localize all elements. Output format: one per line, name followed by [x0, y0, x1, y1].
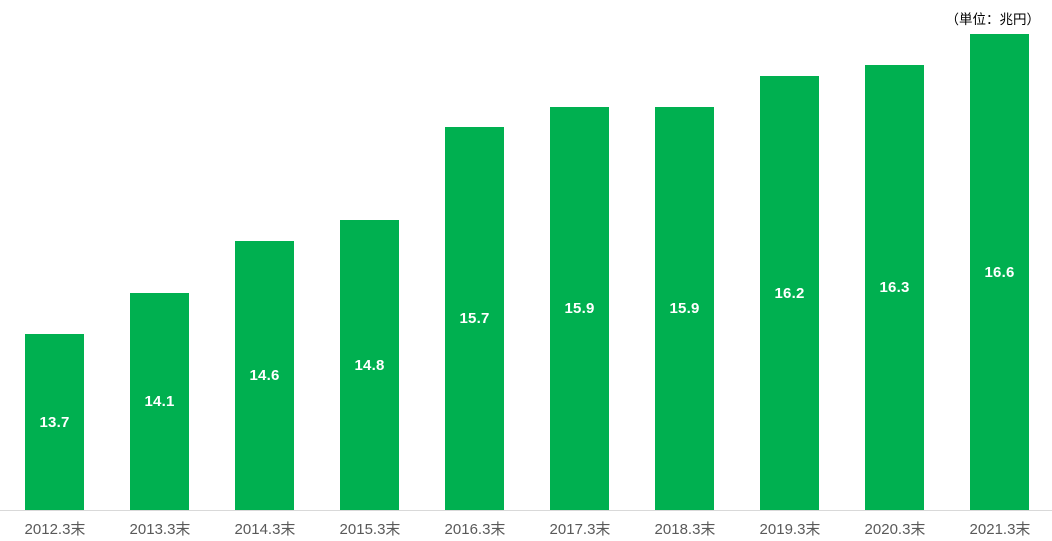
- bar: 16.6: [970, 34, 1029, 510]
- x-axis-tick-label: 2014.3末: [234, 521, 296, 538]
- bar: 14.1: [130, 293, 189, 510]
- x-axis-tick-label: 2021.3末: [969, 521, 1031, 538]
- bar: 15.7: [445, 127, 504, 510]
- x-axis-tick-label: 2017.3末: [549, 521, 611, 538]
- bar-value-label: 16.3: [879, 279, 910, 296]
- bar-value-label: 13.7: [39, 413, 70, 431]
- bar: 16.3: [865, 65, 924, 510]
- bar: 14.8: [340, 220, 399, 510]
- x-axis-tick-label: 2012.3末: [24, 521, 86, 538]
- bar-value-label: 14.8: [354, 356, 385, 374]
- bar-value-label: 15.9: [669, 300, 700, 317]
- bar: 15.9: [550, 107, 609, 510]
- x-axis-tick-label: 2018.3末: [654, 521, 716, 538]
- bar: 15.9: [655, 107, 714, 510]
- x-axis-tick-label: 2015.3末: [339, 521, 401, 538]
- bar: 14.6: [235, 241, 294, 510]
- x-axis-tick-label: 2020.3末: [864, 521, 926, 538]
- bar-value-label: 14.1: [144, 393, 175, 410]
- bar-value-label: 16.6: [984, 263, 1015, 281]
- bar-value-label: 14.6: [249, 367, 280, 384]
- bar: 13.7: [25, 334, 84, 510]
- bar-value-label: 15.9: [564, 300, 595, 317]
- bar-value-label: 16.2: [774, 284, 805, 302]
- bar: 16.2: [760, 76, 819, 510]
- unit-label: （単位：兆円）: [945, 12, 1041, 27]
- x-axis-tick-label: 2013.3末: [129, 521, 191, 538]
- bar-value-label: 15.7: [459, 310, 490, 327]
- x-axis-tick-label: 2016.3末: [444, 521, 506, 538]
- x-axis-tick-label: 2019.3末: [759, 521, 821, 538]
- x-axis-line: [0, 510, 1052, 511]
